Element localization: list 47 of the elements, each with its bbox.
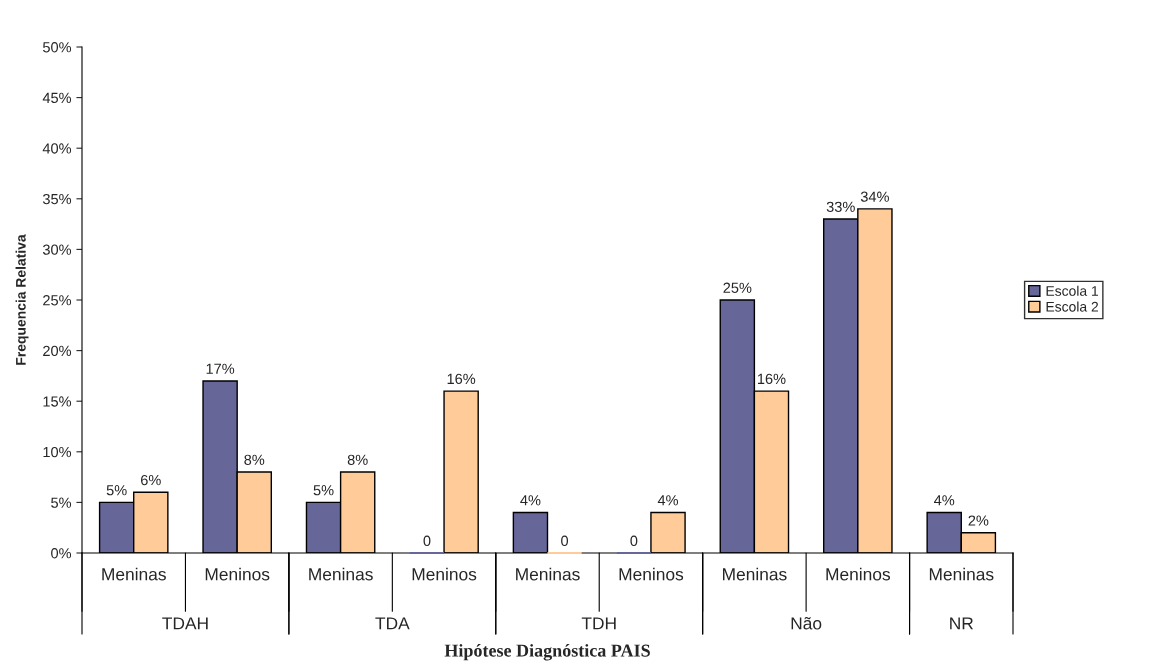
y-tick-label: 15%: [43, 396, 72, 407]
y-tick-label: 0%: [51, 548, 72, 559]
x-tick-label: Meninas: [516, 567, 580, 581]
y-tick-label: 50%: [42, 42, 72, 53]
text: NR: [950, 617, 974, 630]
y-tick-label: 40%: [42, 143, 72, 154]
data-label: 34%: [860, 191, 889, 202]
x-tick-label: Meninas: [102, 567, 166, 581]
legend-label: Escola 1: [1046, 285, 1099, 296]
x-tick-label: Meninas: [929, 567, 994, 581]
data-label: 8%: [347, 454, 368, 465]
text: Não: [791, 616, 822, 630]
data-label: 2%: [968, 515, 989, 526]
text: TDA: [375, 617, 410, 630]
y-tick-label: 10%: [43, 446, 72, 458]
data-label: 25%: [723, 282, 752, 293]
y-tick-label: 35%: [42, 193, 72, 205]
x-tick-label: Meninos: [412, 567, 477, 581]
data-label: 4%: [520, 495, 541, 506]
y-tick-label: 5%: [51, 497, 72, 508]
data-label: 6%: [140, 474, 161, 486]
x-tick-label: Meninos: [205, 567, 270, 581]
y-axis-title: Frequencia Relativa: [15, 234, 29, 365]
y-tick-label: 30%: [42, 244, 72, 255]
data-label: 16%: [447, 373, 476, 385]
data-label: 5%: [313, 485, 334, 496]
y-tick-label: 25%: [43, 295, 72, 306]
x-axis-title: Hipótese Diagnóstica PAIS: [444, 643, 650, 661]
x-tick-label: Meninos: [619, 567, 684, 581]
data-label: 5%: [106, 485, 127, 496]
text: TDH: [581, 617, 616, 630]
data-label: 0: [423, 535, 431, 546]
data-label: 8%: [244, 454, 265, 465]
y-tick-label: 45%: [42, 92, 72, 104]
x-tick-label: Meninas: [309, 567, 373, 581]
data-label: 16%: [757, 373, 786, 385]
text: TDAH: [162, 617, 208, 630]
legend-label: Escola 2: [1046, 301, 1099, 312]
data-label: 4%: [657, 495, 679, 506]
x-tick-label: Meninas: [723, 567, 787, 581]
data-label: 17%: [206, 363, 235, 374]
data-label: 0: [630, 535, 638, 546]
data-label: 0: [561, 535, 569, 546]
x-tick-label: Meninos: [826, 567, 891, 581]
data-label: 4%: [934, 495, 955, 506]
data-label: 33%: [826, 201, 855, 212]
y-tick-label: 20%: [43, 345, 72, 357]
